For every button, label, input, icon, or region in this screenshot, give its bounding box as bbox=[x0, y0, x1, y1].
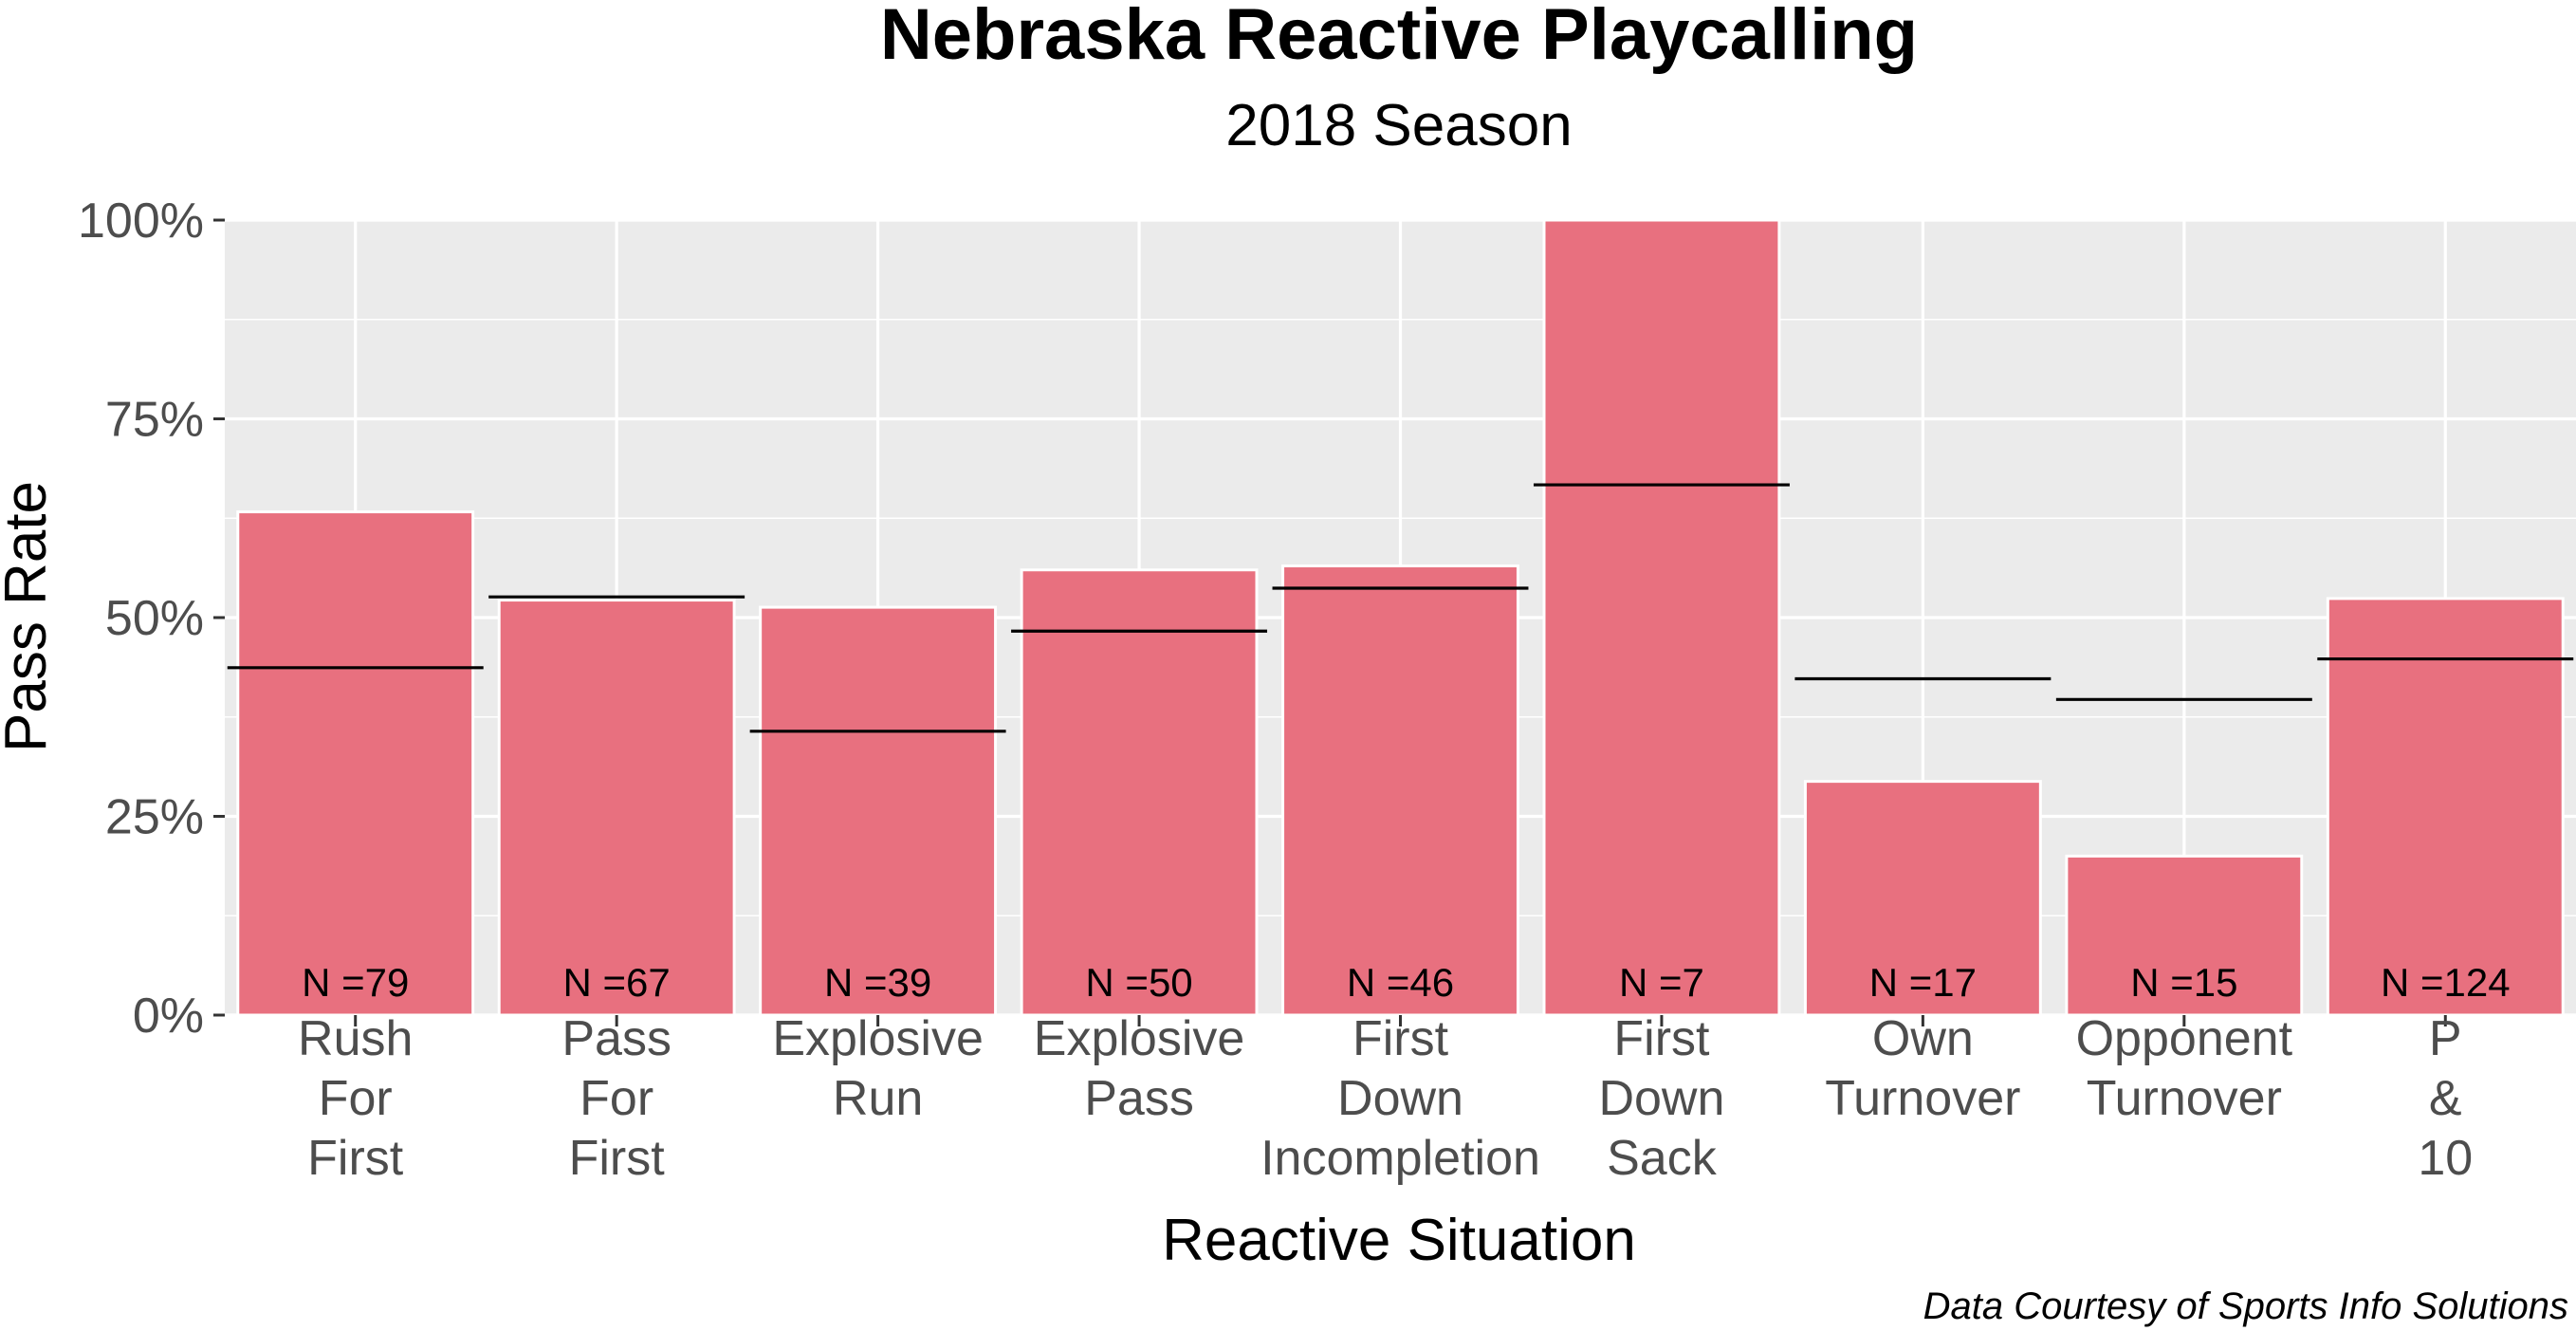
sample-size-label: N =15 bbox=[2130, 960, 2237, 1005]
x-tick-label: Pass For First bbox=[561, 1011, 672, 1186]
bar bbox=[1020, 568, 1259, 1017]
x-tick-label: First Down Incompletion bbox=[1260, 1011, 1540, 1186]
sample-size-label: N =124 bbox=[2381, 960, 2511, 1005]
y-tick-label: 0% bbox=[133, 989, 204, 1044]
sample-size-label: N =39 bbox=[824, 960, 931, 1005]
x-tick-label: Opponent Turnover bbox=[2076, 1011, 2293, 1126]
x-tick-label: P & 10 bbox=[2418, 1011, 2473, 1186]
bar bbox=[497, 599, 736, 1017]
sample-size-label: N =79 bbox=[302, 960, 409, 1005]
sample-size-label: N =67 bbox=[563, 960, 671, 1005]
bars bbox=[236, 218, 2565, 1017]
bar bbox=[1803, 780, 2042, 1017]
chart-subtitle: 2018 Season bbox=[1225, 93, 1572, 158]
bar bbox=[1281, 564, 1519, 1017]
bar bbox=[2326, 597, 2565, 1017]
x-axis-ticks: Rush For First Pass For First Explosive Run Expl… bbox=[298, 1011, 2473, 1186]
bar bbox=[759, 605, 998, 1017]
y-tick-label: 50% bbox=[105, 591, 204, 646]
x-tick-label: Explosive Run bbox=[772, 1011, 984, 1126]
y-tick-label: 75% bbox=[105, 393, 204, 448]
y-axis-title: Pass Rate bbox=[0, 481, 59, 752]
y-axis-ticks: 0% 25% 50% 75% 100% bbox=[78, 194, 225, 1044]
x-tick-label: Explosive Pass bbox=[1034, 1011, 1245, 1126]
x-tick-label: First Down Sack bbox=[1598, 1011, 1724, 1186]
bar bbox=[2065, 854, 2304, 1017]
x-tick-label: Own Turnover bbox=[1825, 1011, 2020, 1126]
x-axis-title: Reactive Situation bbox=[1162, 1208, 1636, 1273]
sample-size-label: N =7 bbox=[1619, 960, 1704, 1005]
x-tick-label: Rush For First bbox=[298, 1011, 413, 1186]
caption: Data Courtesy of Sports Info Solutions bbox=[1923, 1285, 2568, 1327]
sample-size-label: N =17 bbox=[1869, 960, 1977, 1005]
bar bbox=[1542, 218, 1781, 1017]
y-tick-label: 100% bbox=[78, 194, 204, 249]
reference-lines bbox=[227, 483, 2574, 733]
sample-size-label: N =46 bbox=[1347, 960, 1454, 1005]
y-tick-label: 25% bbox=[105, 790, 204, 845]
bar bbox=[236, 510, 475, 1017]
sample-size-label: N =50 bbox=[1085, 960, 1192, 1005]
chart-title: Nebraska Reactive Playcalling bbox=[880, 0, 1918, 75]
sample-size-labels: N =79 N =67 N =39 N =50 N =46 N =7 N =17 N =15 N… bbox=[302, 960, 2510, 1005]
